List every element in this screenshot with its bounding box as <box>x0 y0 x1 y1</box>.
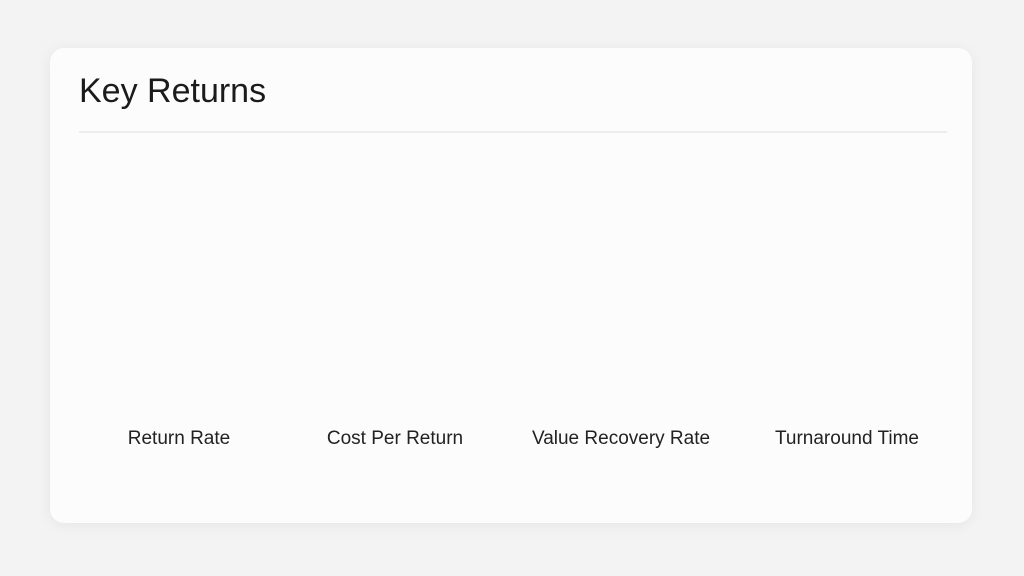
metric-label: Value Recovery Rate <box>531 428 711 449</box>
title: Key Returns <box>79 72 267 110</box>
metric-label: Turnaround Time <box>775 428 919 449</box>
divider <box>79 131 947 133</box>
metric-label: Return Rate <box>127 428 231 449</box>
card: Key Returns Return Rate Cost Per Return … <box>50 48 972 523</box>
metric-label: Cost Per Return <box>326 428 464 449</box>
